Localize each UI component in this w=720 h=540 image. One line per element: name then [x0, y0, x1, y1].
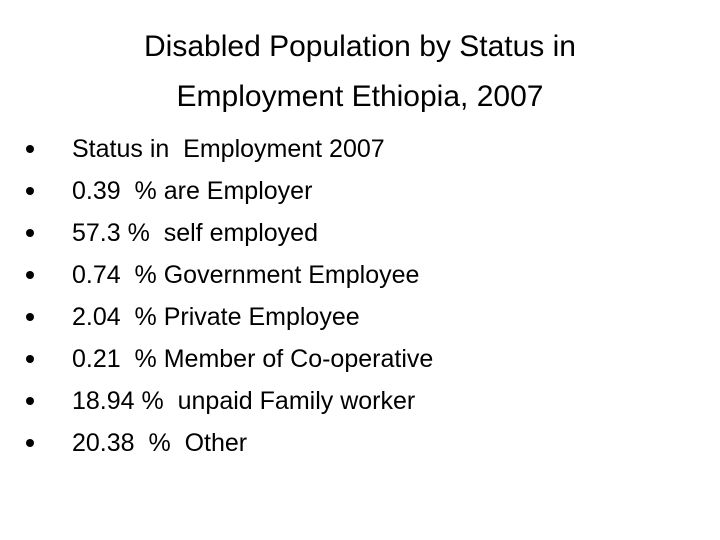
bullet-text: 0.39 % are Employer [72, 177, 313, 205]
bullet-text: 0.74 % Government Employee [72, 261, 420, 289]
bullet-dot [26, 439, 34, 447]
bullet-item: 0.74 % Government Employee [26, 254, 706, 296]
bullet-text: 18.94 % unpaid Family worker [72, 387, 416, 415]
bullet-dot [26, 145, 34, 153]
bullet-item: 18.94 % unpaid Family worker [26, 380, 706, 422]
title-line: Employment Ethiopia, 2007 [176, 80, 544, 113]
bullet-dot [26, 313, 34, 321]
bullet-item: 20.38 % Other [26, 422, 706, 464]
bullet-item: 2.04 % Private Employee [26, 296, 706, 338]
bullet-item: Status in Employment 2007 [26, 128, 706, 170]
bullet-text: 0.21 % Member of Co-operative [72, 345, 434, 373]
bullet-dot [26, 229, 34, 237]
bullet-dot [26, 397, 34, 405]
bullet-list: Status in Employment 2007 0.39 % are Empl… [26, 128, 706, 464]
title-line: Disabled Population by Status in [144, 30, 576, 63]
bullet-text: 57.3 % self employed [72, 219, 318, 247]
bullet-dot [26, 355, 34, 363]
bullet-dot [26, 187, 34, 195]
bullet-text: 2.04 % Private Employee [72, 303, 360, 331]
bullet-item: 0.21 % Member of Co-operative [26, 338, 706, 380]
bullet-item: 57.3 % self employed [26, 212, 706, 254]
bullet-dot [26, 271, 34, 279]
slide-title: Disabled Population by Status in Employme… [40, 22, 680, 122]
bullet-text: 20.38 % Other [72, 429, 248, 457]
bullet-text: Status in Employment 2007 [72, 135, 385, 163]
bullet-item: 0.39 % are Employer [26, 170, 706, 212]
